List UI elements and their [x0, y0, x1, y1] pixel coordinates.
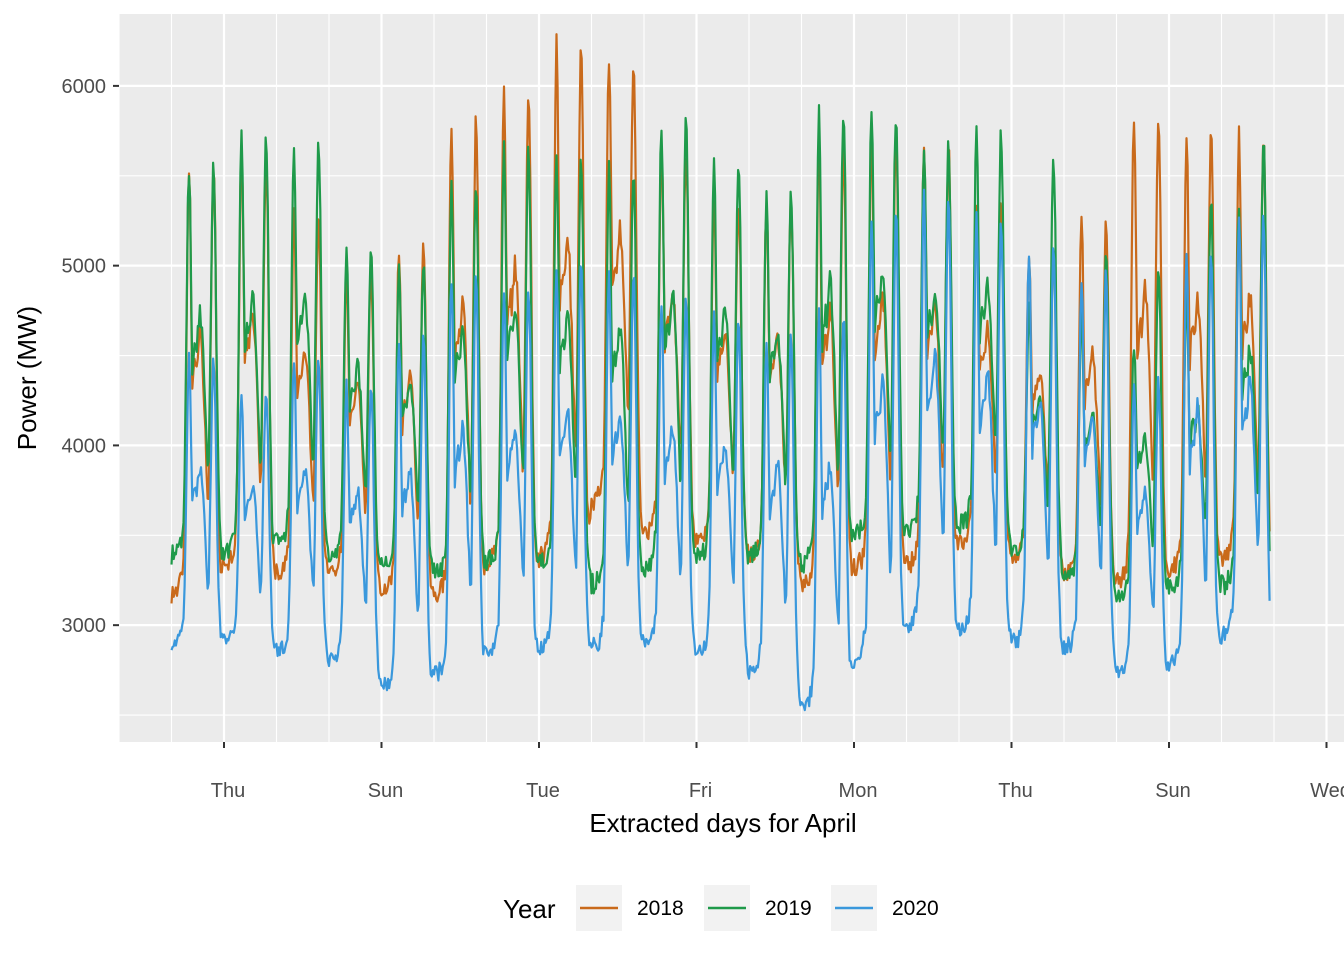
x-tick-label: Tue	[526, 780, 560, 802]
x-tick-label: Sun	[368, 780, 404, 802]
legend-label-2019: 2019	[765, 897, 812, 920]
x-tick-label: Wed	[1310, 780, 1344, 802]
minor-gridlines	[118, 14, 1344, 742]
series-lines	[170, 33, 1271, 712]
y-axis: 3000 4000 5000 6000	[62, 76, 119, 637]
series-line-2019	[170, 104, 1271, 603]
x-tick-label: Sun	[1155, 780, 1191, 802]
legend: Year 2018 2019 2020	[503, 885, 939, 931]
legend-label-2020: 2020	[892, 897, 939, 920]
y-tick-label: 5000	[62, 256, 107, 278]
x-tick-label: Thu	[998, 780, 1032, 802]
series-line-2020	[170, 188, 1271, 712]
x-tick-label: Mon	[839, 780, 878, 802]
legend-title: Year	[503, 894, 556, 924]
x-axis-title: Extracted days for April	[589, 808, 856, 838]
y-tick-label: 6000	[62, 76, 107, 98]
x-axis: Thu Sun Tue Fri Mon Thu Sun Wed	[211, 742, 1344, 802]
legend-label-2018: 2018	[637, 897, 684, 920]
x-tick-label: Fri	[689, 780, 712, 802]
series-line-2018	[170, 33, 1271, 604]
x-tick-label: Thu	[211, 780, 245, 802]
major-gridlines	[119, 14, 1344, 742]
y-tick-label: 4000	[62, 435, 107, 457]
y-tick-label: 3000	[62, 615, 107, 637]
y-axis-title: Power (MW)	[12, 306, 42, 450]
